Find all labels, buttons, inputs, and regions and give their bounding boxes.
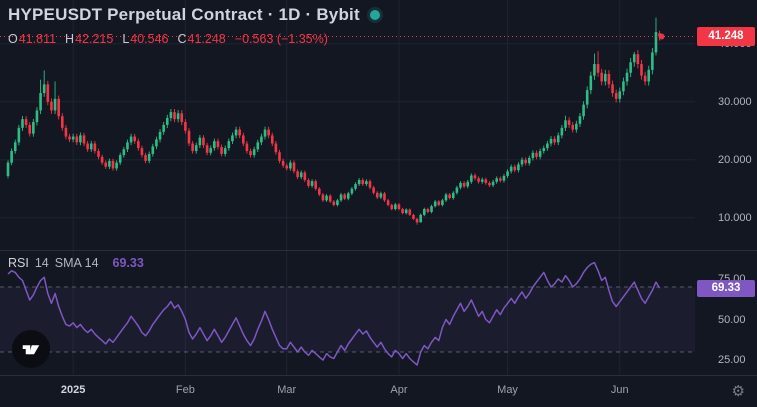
price-axis-label: 20.000	[718, 153, 752, 166]
price-chart-canvas[interactable]	[0, 0, 695, 250]
last-price-badge: 41.248	[697, 27, 755, 46]
ohlc-legend: O41.811 H42.215 L40.546 C41.248 −0.563 (…	[8, 32, 380, 46]
pane-separator[interactable]	[0, 250, 757, 251]
symbol-title[interactable]: HYPEUSDT Perpetual Contract · 1D · Bybit	[8, 5, 380, 25]
time-axis-label: May	[497, 384, 518, 396]
ohlc-high: H42.215	[65, 32, 114, 46]
rsi-length: 14	[34, 256, 49, 270]
rsi-legend[interactable]: RSI 14 SMA 14 69.33	[8, 256, 144, 270]
rsi-indicator-name: RSI	[8, 256, 29, 270]
price-change: −0.563 (−1.35%)	[234, 32, 328, 46]
price-axis-label: 10.000	[718, 211, 752, 224]
chart-legend: HYPEUSDT Perpetual Contract · 1D · Bybit…	[8, 5, 380, 46]
ohlc-low: L40.546	[122, 32, 169, 46]
axis-separator	[0, 375, 757, 376]
rsi-axis-label: 50.00	[718, 313, 746, 326]
price-axis-label: 30.000	[718, 95, 752, 108]
tradingview-logo-icon	[22, 345, 40, 355]
rsi-current-value: 69.33	[112, 256, 144, 270]
market-status-dot-icon	[369, 10, 380, 20]
rsi-axis-label: 25.00	[718, 354, 746, 367]
time-scale-axis[interactable]: ⚙ 2025 Feb Mar Apr May Jun	[0, 376, 757, 407]
ohlc-open: O41.811	[8, 32, 57, 46]
time-axis-label: 2025	[60, 384, 86, 396]
ohlc-close: C41.248	[177, 32, 226, 46]
gear-icon[interactable]: ⚙	[731, 382, 745, 400]
price-scale-axis[interactable]: 41.248 69.33 40.00030.00020.00010.00075.…	[695, 0, 757, 375]
rsi-smoothing: SMA 14	[54, 256, 99, 270]
time-axis-label: Mar	[277, 384, 297, 396]
symbol-title-text: HYPEUSDT Perpetual Contract · 1D · Bybit	[8, 5, 360, 24]
rsi-value-badge: 69.33	[697, 279, 755, 297]
time-axis-label: Feb	[175, 384, 195, 396]
time-axis-label: Apr	[390, 384, 408, 396]
time-axis-label: Jun	[610, 384, 629, 396]
rsi-chart-canvas[interactable]	[0, 250, 695, 375]
tradingview-logo[interactable]	[12, 330, 50, 368]
